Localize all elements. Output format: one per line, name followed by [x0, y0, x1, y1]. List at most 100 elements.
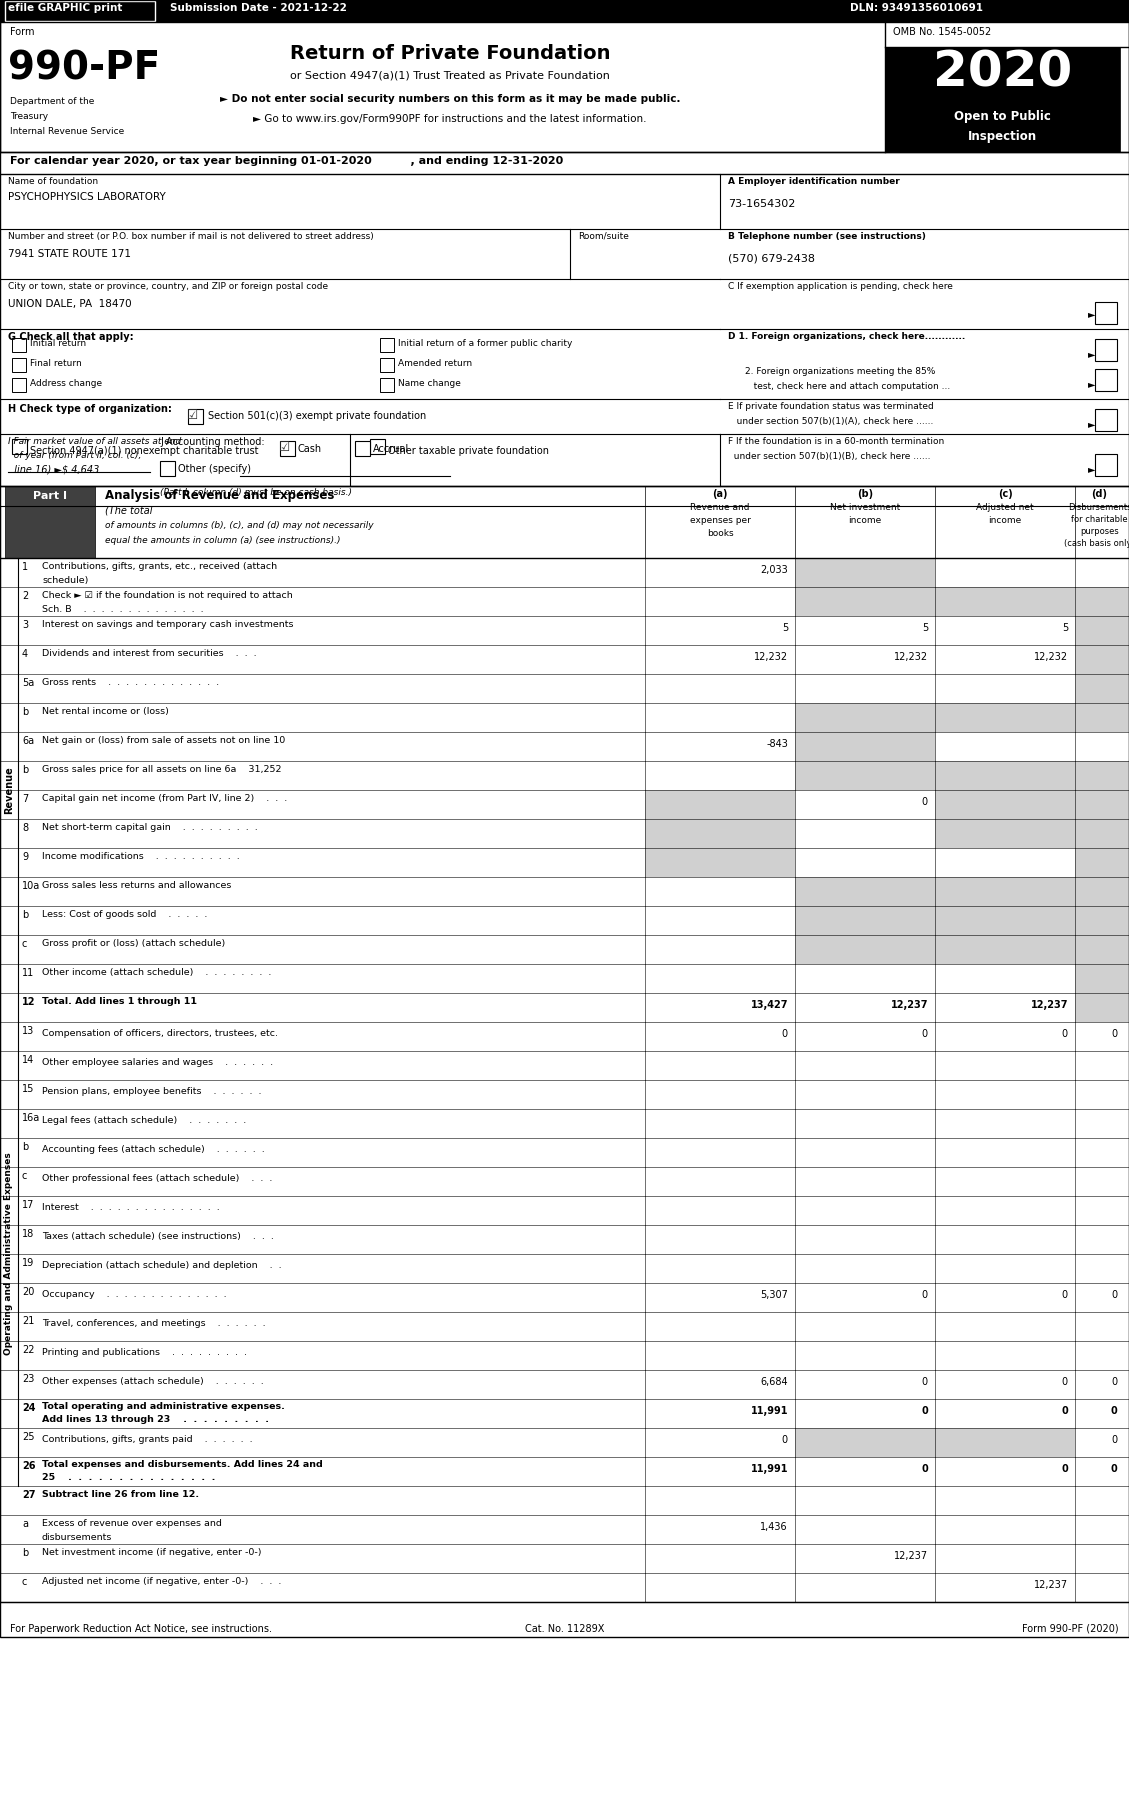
Text: ☑: ☑ [187, 408, 199, 423]
Text: ►: ► [1088, 464, 1095, 475]
Text: 73-1654302: 73-1654302 [728, 200, 795, 209]
Text: 0: 0 [921, 1406, 928, 1417]
Text: Treasury: Treasury [10, 111, 49, 120]
Text: Other employee salaries and wages    .  .  .  .  .  .: Other employee salaries and wages . . . … [42, 1057, 273, 1066]
Text: 0: 0 [1110, 1464, 1117, 1474]
Text: under section 507(b)(1)(A), check here ......: under section 507(b)(1)(A), check here .… [728, 417, 934, 426]
Text: 2: 2 [21, 592, 28, 601]
Text: City or town, state or province, country, and ZIP or foreign postal code: City or town, state or province, country… [8, 282, 329, 291]
Text: (a): (a) [712, 489, 728, 500]
Bar [935, 586, 1075, 617]
Bar [0, 1544, 1129, 1573]
Text: Subtract line 26 from line 12.: Subtract line 26 from line 12. [42, 1491, 199, 1500]
Bar [380, 338, 394, 352]
Text: 13: 13 [21, 1027, 34, 1036]
Bar [0, 0, 1129, 22]
Bar [935, 789, 1075, 820]
Text: I Fair market value of all assets at end: I Fair market value of all assets at end [8, 437, 182, 446]
Bar [795, 1428, 935, 1456]
Bar [0, 906, 1129, 935]
Text: Final return: Final return [30, 360, 81, 369]
Bar [795, 761, 935, 789]
Text: 8: 8 [21, 823, 28, 832]
Text: Initial return of a former public charity: Initial return of a former public charit… [399, 340, 572, 349]
Bar [1095, 455, 1117, 476]
Text: line 16) ►$ 4,643: line 16) ►$ 4,643 [8, 466, 99, 475]
Text: 0: 0 [922, 1377, 928, 1386]
Text: 11,991: 11,991 [751, 1406, 788, 1417]
Bar [0, 1138, 1129, 1167]
Text: 0: 0 [1062, 1377, 1068, 1386]
Text: Total. Add lines 1 through 11: Total. Add lines 1 through 11 [42, 998, 196, 1007]
Text: 0: 0 [1111, 1377, 1117, 1386]
Text: 25    .  .  .  .  .  .  .  .  .  .  .  .  .  .  .: 25 . . . . . . . . . . . . . . . [42, 1473, 216, 1482]
Text: Interest on savings and temporary cash investments: Interest on savings and temporary cash i… [42, 620, 294, 629]
Text: Cash: Cash [298, 444, 322, 455]
Bar [935, 761, 1075, 789]
Text: 21: 21 [21, 1316, 34, 1325]
Bar [0, 617, 1129, 645]
Bar [5, 485, 95, 557]
Bar [0, 1284, 1129, 1313]
Bar [1075, 935, 1129, 964]
Bar [795, 906, 935, 935]
Text: income: income [848, 516, 882, 525]
Text: 2,033: 2,033 [760, 565, 788, 575]
Bar [1075, 820, 1129, 849]
Text: c: c [21, 1577, 27, 1588]
Bar [0, 557, 1129, 586]
Text: 22: 22 [21, 1345, 35, 1356]
Text: ►: ► [1088, 379, 1095, 388]
Text: Dividends and interest from securities    .  .  .: Dividends and interest from securities .… [42, 649, 256, 658]
Text: Gross profit or (loss) (attach schedule): Gross profit or (loss) (attach schedule) [42, 939, 226, 948]
Text: b: b [21, 764, 28, 775]
Text: 0: 0 [1062, 1028, 1068, 1039]
Text: Internal Revenue Service: Internal Revenue Service [10, 128, 124, 137]
Bar [0, 992, 1129, 1021]
Bar [0, 1196, 1129, 1224]
Text: b: b [21, 910, 28, 921]
Text: Total expenses and disbursements. Add lines 24 and: Total expenses and disbursements. Add li… [42, 1460, 323, 1469]
Text: ►: ► [1088, 309, 1095, 318]
Bar [0, 1341, 1129, 1370]
Text: 13,427: 13,427 [751, 1000, 788, 1010]
Bar [0, 1456, 1129, 1485]
Text: 7: 7 [21, 795, 28, 804]
Text: 0: 0 [921, 1464, 928, 1474]
Bar [795, 732, 935, 761]
Text: Accrual: Accrual [373, 444, 409, 455]
Text: Amended return: Amended return [399, 360, 472, 369]
Bar [0, 1167, 1129, 1196]
Bar [795, 877, 935, 906]
Text: expenses per: expenses per [690, 516, 751, 525]
Text: DLN: 93491356010691: DLN: 93491356010691 [850, 4, 983, 13]
Text: E If private foundation status was terminated: E If private foundation status was termi… [728, 403, 934, 412]
Text: Disbursements: Disbursements [1068, 503, 1129, 512]
Bar [1075, 645, 1129, 674]
Text: B Telephone number (see instructions): B Telephone number (see instructions) [728, 232, 926, 241]
Text: 5: 5 [921, 622, 928, 633]
Text: PSYCHOPHYSICS LABORATORY: PSYCHOPHYSICS LABORATORY [8, 192, 166, 201]
Text: 12,232: 12,232 [754, 653, 788, 662]
Text: Pension plans, employee benefits    .  .  .  .  .  .: Pension plans, employee benefits . . . .… [42, 1088, 262, 1097]
Bar [1095, 302, 1117, 324]
Text: Travel, conferences, and meetings    .  .  .  .  .  .: Travel, conferences, and meetings . . . … [42, 1320, 265, 1329]
Text: D 1. Foreign organizations, check here............: D 1. Foreign organizations, check here..… [728, 333, 965, 342]
Text: Add lines 13 through 23    .  .  .  .  .  .  .  .  .: Add lines 13 through 23 . . . . . . . . … [42, 1415, 269, 1424]
Bar [645, 789, 795, 820]
Text: UNION DALE, PA  18470: UNION DALE, PA 18470 [8, 298, 132, 309]
Text: under section 507(b)(1)(B), check here ......: under section 507(b)(1)(B), check here .… [728, 451, 930, 460]
Text: 6,684: 6,684 [760, 1377, 788, 1386]
Text: 5: 5 [781, 622, 788, 633]
Text: For Paperwork Reduction Act Notice, see instructions.: For Paperwork Reduction Act Notice, see … [10, 1624, 272, 1634]
Text: income: income [988, 516, 1022, 525]
Text: purposes: purposes [1080, 527, 1119, 536]
Text: H Check type of organization:: H Check type of organization: [8, 405, 172, 414]
Text: Cat. No. 11289X: Cat. No. 11289X [525, 1624, 604, 1634]
Bar [160, 460, 175, 476]
Text: A Employer identification number: A Employer identification number [728, 176, 900, 185]
Text: OMB No. 1545-0052: OMB No. 1545-0052 [893, 27, 991, 38]
Bar [12, 439, 27, 455]
Text: 7941 STATE ROUTE 171: 7941 STATE ROUTE 171 [8, 248, 131, 259]
Bar [1075, 703, 1129, 732]
